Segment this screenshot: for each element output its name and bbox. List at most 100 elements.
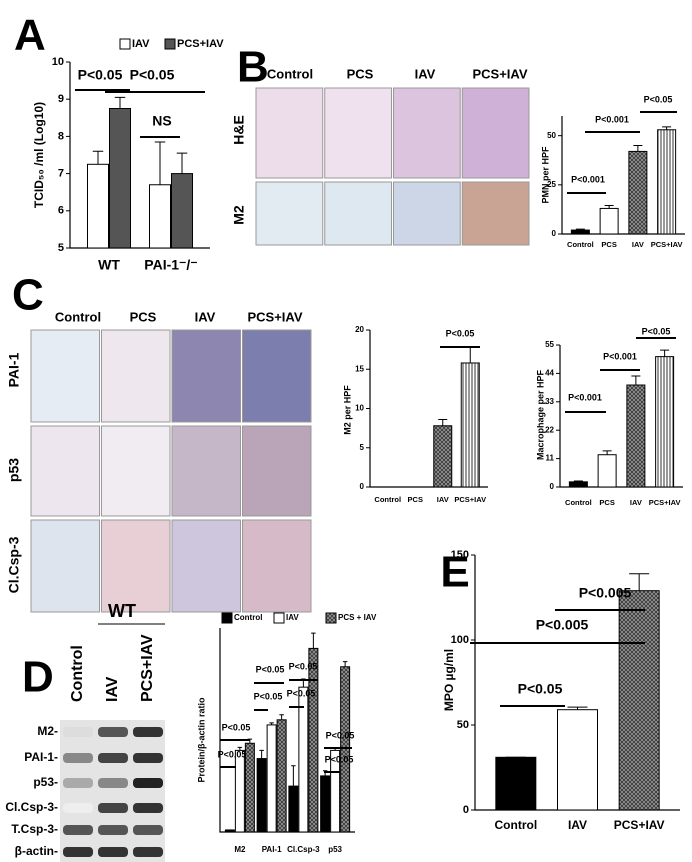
lane-label: PCS+IAV <box>139 634 156 702</box>
bar <box>266 724 277 833</box>
blot-row-label: T.Csp-3- <box>11 822 58 836</box>
error-bar <box>573 480 583 482</box>
legend-swatch <box>221 612 233 624</box>
bar <box>320 775 331 833</box>
error-bar <box>291 765 296 787</box>
y-tick-label: 11 <box>546 454 555 463</box>
bar <box>288 785 299 833</box>
bar <box>276 719 287 833</box>
y-tick-label: 10 <box>355 404 364 413</box>
bar <box>234 749 245 833</box>
column-label: IAV <box>415 66 436 81</box>
significance-label: P<0.05 <box>130 67 175 83</box>
error-bar <box>311 632 316 649</box>
legend-swatch <box>325 612 337 624</box>
bar <box>149 184 171 249</box>
significance-label: P<0.05 <box>642 326 671 336</box>
column-label: PCS <box>130 309 157 324</box>
bar <box>244 742 255 833</box>
significance-label: P<0.05 <box>222 722 251 732</box>
y-tick-label: 0 <box>463 804 469 816</box>
x-tick-label: Control <box>567 240 594 249</box>
y-axis-label: PMN per HPF <box>540 146 550 204</box>
blot-band <box>133 778 163 788</box>
bar <box>597 454 617 488</box>
significance-label: P<0.05 <box>78 67 123 83</box>
y-tick-label: 50 <box>547 131 556 140</box>
micrograph <box>393 181 461 246</box>
significance-label: P<0.05 <box>218 749 247 759</box>
bar <box>655 356 675 488</box>
bar <box>495 756 537 811</box>
significance-label: P<0.05 <box>256 664 285 674</box>
significance-label: P<0.05 <box>518 681 563 697</box>
x-tick-label: PCS <box>408 495 423 504</box>
blot-band <box>98 825 128 835</box>
panel-label: A <box>14 11 46 60</box>
y-tick-label: 0 <box>360 482 365 491</box>
x-tick-label: PCS+IAV <box>454 495 486 504</box>
y-tick-label: 20 <box>355 325 364 334</box>
bar <box>618 590 660 811</box>
bar <box>308 647 319 833</box>
column-label: PCS+IAV <box>247 309 302 324</box>
error-bar <box>631 375 641 386</box>
error-bar <box>438 418 448 426</box>
blot-band <box>98 847 128 857</box>
significance-label: P<0.005 <box>579 585 632 601</box>
x-tick-label: M2 <box>234 845 246 854</box>
blot-row-label: PAI-1- <box>24 750 58 764</box>
error-bar <box>465 346 475 363</box>
row-label: Cl.Csp-3 <box>6 536 22 593</box>
x-tick-label: Cl.Csp-3 <box>287 845 320 854</box>
bar <box>570 229 590 235</box>
legend-label: Control <box>234 613 262 622</box>
column-label: PCS <box>347 66 374 81</box>
blot-band <box>133 803 163 813</box>
micrograph <box>242 329 312 423</box>
significance-label: P<0.05 <box>644 94 673 104</box>
error-bar <box>575 228 585 231</box>
y-tick-label: 22 <box>545 425 554 434</box>
blot-band <box>63 847 93 857</box>
y-tick-label: 8 <box>58 130 64 142</box>
significance-label: P<0.05 <box>446 328 475 338</box>
error-bar <box>342 661 348 667</box>
row-label: p53 <box>6 458 22 482</box>
significance-label: P<0.05 <box>289 661 318 671</box>
error-bar <box>633 145 643 152</box>
significance-label: P<0.05 <box>326 730 355 740</box>
significance-label: P<0.001 <box>571 174 605 184</box>
blot-band <box>133 727 163 737</box>
bar <box>340 666 351 833</box>
error-bar <box>660 349 670 357</box>
error-bar <box>567 706 588 710</box>
y-tick-label: 150 <box>451 549 469 561</box>
significance-label: P<0.05 <box>287 688 316 698</box>
row-label: PAI-1 <box>6 352 22 387</box>
panel-label: D <box>22 653 54 702</box>
column-label: Control <box>55 309 101 324</box>
x-tick-label: p53 <box>328 845 342 854</box>
lane-label: Control <box>69 645 86 702</box>
y-tick-label: 5 <box>360 443 365 452</box>
x-tick-label: IAV <box>630 498 642 507</box>
y-tick-label: 25 <box>547 180 556 189</box>
legend-label: PCS+IAV <box>177 38 224 50</box>
bar <box>256 758 267 833</box>
micrograph <box>461 181 530 246</box>
panel-label: C <box>12 271 44 320</box>
blot-row-label: M2- <box>37 724 58 738</box>
legend-swatch <box>273 612 285 624</box>
y-axis-label: Protein/β-actin ratio <box>196 697 206 783</box>
blot-group: WT <box>108 601 136 621</box>
bar <box>599 207 619 235</box>
bar <box>433 425 453 488</box>
y-axis-label: M2 per HPF <box>342 385 352 435</box>
bar <box>298 686 309 833</box>
blot-band <box>133 753 163 763</box>
x-tick-label: IAV <box>437 495 449 504</box>
column-label: Control <box>267 66 313 81</box>
y-tick-label: 55 <box>545 340 554 349</box>
